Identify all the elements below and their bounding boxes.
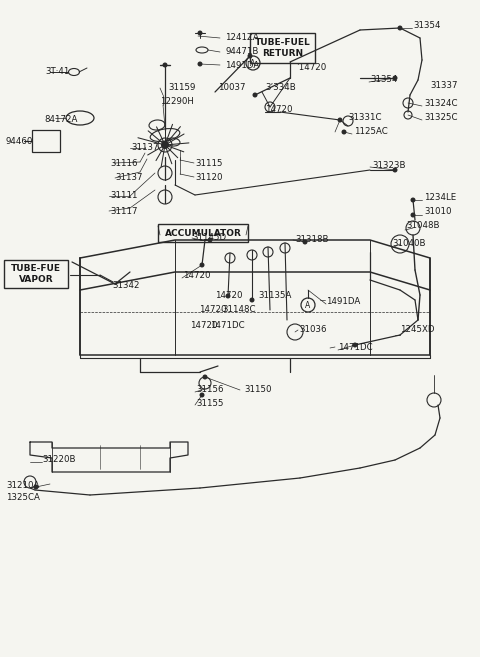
Text: 31148C: 31148C (222, 306, 255, 315)
Text: ’14720: ’14720 (296, 64, 326, 72)
Text: 31036: 31036 (299, 325, 326, 334)
Text: 31156: 31156 (196, 386, 224, 394)
Circle shape (410, 198, 416, 202)
Text: 31159: 31159 (168, 83, 195, 93)
Text: 1241ZA: 1241ZA (225, 34, 259, 43)
Text: ACCUMULATOR: ACCUMULATOR (165, 229, 241, 237)
Text: 94471B: 94471B (225, 47, 258, 57)
Text: 14720: 14720 (215, 292, 242, 300)
Text: 31120: 31120 (195, 173, 223, 181)
Text: A: A (305, 300, 311, 309)
Text: 31115: 31115 (195, 158, 223, 168)
Circle shape (163, 62, 168, 68)
Text: 31318B: 31318B (295, 235, 328, 244)
Text: 3’334B: 3’334B (265, 83, 296, 93)
Text: 1491DA: 1491DA (326, 298, 360, 307)
Text: 31323B: 31323B (372, 160, 406, 170)
Text: 1491DA: 1491DA (225, 62, 259, 70)
Text: 31048B: 31048B (406, 221, 440, 231)
Circle shape (302, 240, 308, 244)
Text: 14720: 14720 (265, 106, 292, 114)
Circle shape (397, 26, 403, 30)
Text: 31354: 31354 (370, 76, 397, 85)
Circle shape (341, 129, 347, 135)
Circle shape (197, 62, 203, 66)
Text: 1471DC: 1471DC (338, 344, 372, 353)
Text: 14720: 14720 (199, 306, 227, 315)
Text: 14720: 14720 (183, 271, 211, 281)
Circle shape (207, 237, 213, 242)
Text: 31145D: 31145D (192, 233, 226, 242)
Text: 31354: 31354 (413, 22, 441, 30)
Text: 31111: 31111 (110, 191, 137, 200)
Circle shape (393, 168, 397, 173)
Text: 1234LE: 1234LE (424, 194, 456, 202)
Text: 3T·41: 3T·41 (45, 68, 70, 76)
Text: 10037: 10037 (218, 83, 245, 93)
Text: 14720: 14720 (190, 321, 217, 330)
Text: 1245XD: 1245XD (400, 325, 434, 334)
Text: 84172A: 84172A (44, 116, 77, 124)
Text: 31116: 31116 (110, 158, 137, 168)
Text: 31150: 31150 (244, 386, 272, 394)
Text: 1125AC: 1125AC (354, 127, 388, 137)
Circle shape (161, 141, 169, 149)
Text: 94460: 94460 (6, 137, 34, 147)
Circle shape (197, 30, 203, 35)
Text: 31155: 31155 (196, 399, 224, 407)
Text: 31331C: 31331C (348, 114, 382, 122)
Circle shape (226, 294, 230, 298)
Circle shape (337, 118, 343, 122)
Text: 31137: 31137 (131, 143, 158, 152)
Text: 31220B: 31220B (42, 455, 75, 464)
Text: 31137: 31137 (115, 173, 143, 183)
Text: 31342: 31342 (112, 281, 140, 290)
Text: 1325CA: 1325CA (6, 493, 40, 503)
Circle shape (200, 263, 204, 267)
Circle shape (352, 342, 358, 348)
Text: 31337: 31337 (430, 81, 457, 91)
Circle shape (393, 76, 397, 81)
Circle shape (410, 212, 416, 217)
Circle shape (203, 374, 207, 380)
Circle shape (200, 392, 204, 397)
Text: 31325C: 31325C (424, 114, 457, 122)
Circle shape (252, 93, 257, 97)
Circle shape (248, 53, 252, 58)
Text: TUBE-FUE
VAPOR: TUBE-FUE VAPOR (11, 264, 61, 284)
Circle shape (250, 298, 254, 302)
Text: 31135A: 31135A (258, 292, 291, 300)
Text: TUBE-FUEL
RETURN: TUBE-FUEL RETURN (254, 38, 311, 58)
Circle shape (34, 484, 38, 489)
Text: 31324C: 31324C (424, 99, 457, 108)
Text: 31117: 31117 (110, 206, 137, 215)
Text: 31010: 31010 (424, 208, 452, 217)
Text: 12290H: 12290H (160, 97, 194, 106)
Text: 31210A: 31210A (6, 482, 39, 491)
Text: A: A (251, 58, 256, 68)
Text: 31040B: 31040B (392, 240, 425, 248)
Text: 1471DC: 1471DC (210, 321, 245, 330)
